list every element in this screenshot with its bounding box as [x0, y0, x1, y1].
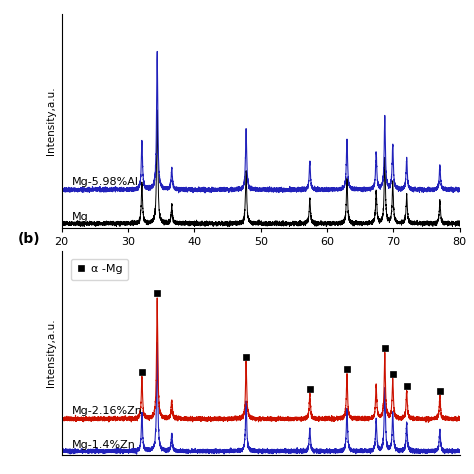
Legend: α -Mg: α -Mg — [71, 259, 128, 280]
Text: Mg-1.4%Zn: Mg-1.4%Zn — [72, 440, 136, 450]
Text: Mg-5.98%Al: Mg-5.98%Al — [72, 177, 138, 187]
X-axis label: 2θ, degree: 2θ, degree — [227, 252, 294, 265]
Y-axis label: Intensity,a.u.: Intensity,a.u. — [46, 319, 56, 387]
Text: (b): (b) — [18, 232, 40, 246]
Y-axis label: Intensity,a.u.: Intensity,a.u. — [46, 87, 56, 155]
Text: Mg: Mg — [72, 212, 88, 222]
Text: Mg-2.16%Zn: Mg-2.16%Zn — [72, 406, 143, 416]
